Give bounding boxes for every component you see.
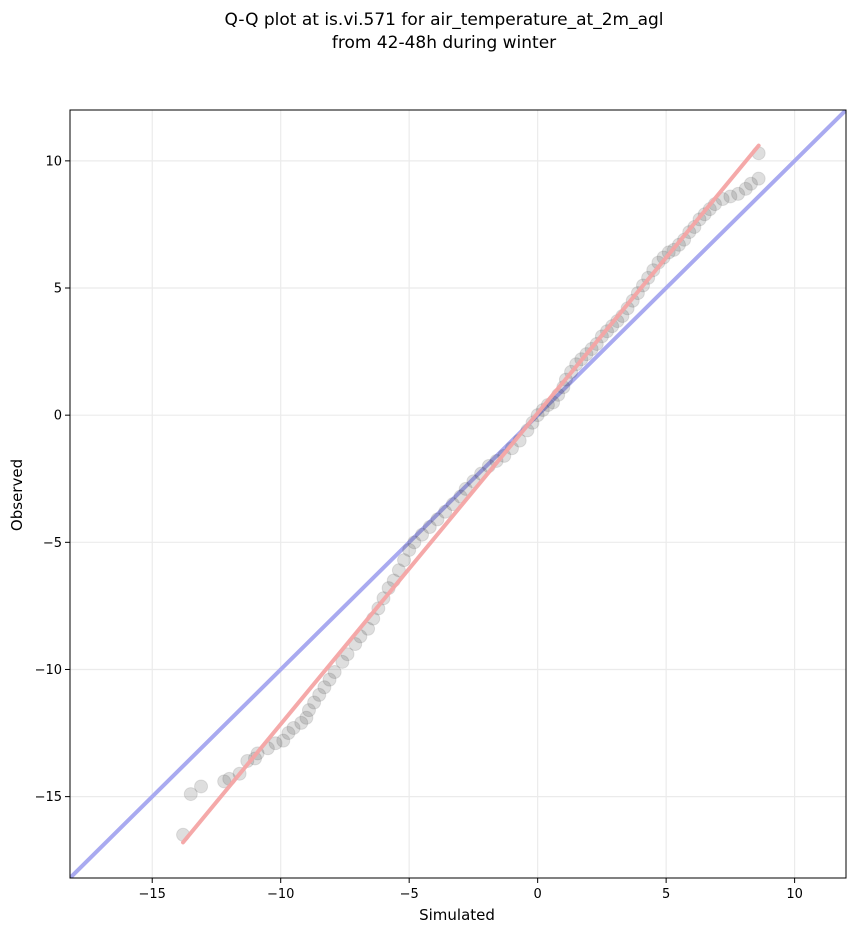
quantile-point [751,171,766,186]
y-axis-label: Observed [8,459,26,531]
quantile-point [327,665,342,680]
x-tick-label: −15 [139,887,166,902]
quantile-point [397,553,412,568]
x-tick-label: 0 [534,887,542,902]
quantile-point [301,703,316,718]
quantile-point [276,733,291,748]
quantile-point [317,680,332,695]
quantile-point [335,654,350,669]
reference-line [70,110,846,878]
quantile-point [723,189,738,204]
y-axis: −15 −10 −5 0 5 10 [35,154,70,805]
x-tick-label: −10 [267,887,294,902]
quantile-point [307,695,322,710]
quantile-point [217,774,232,789]
quantile-point [322,672,337,687]
quantile-point [268,736,283,751]
quantile-point [407,535,422,550]
x-tick-label: 5 [662,887,670,902]
y-tick-label: −5 [43,536,62,551]
x-axis: −15 −10 −5 0 5 10 [139,878,803,902]
y-tick-label: 10 [45,154,62,169]
quantile-point [743,176,758,191]
quantile-point [312,687,327,702]
x-tick-label: −5 [400,887,419,902]
y-tick-label: −15 [35,790,62,805]
quantile-point [738,181,753,196]
reference-line-layer [70,110,846,878]
chart-title-line-1: Q-Q plot at is.vi.571 for air_temperatur… [224,10,663,30]
plot-frame [69,109,847,879]
quantile-point [402,542,417,557]
quantile-point [183,787,198,802]
quantile-point [430,512,445,527]
quantile-point [194,779,209,794]
quantile-point [445,497,460,512]
quantile-point [286,720,301,735]
y-tick-label: −10 [35,663,62,678]
fit-line [181,143,761,845]
quantile-point [731,186,746,201]
y-tick-label: 0 [54,409,62,424]
chart-title-line-2: from 42-48h during winter [332,33,556,53]
x-axis-label: Simulated [419,906,495,924]
quantile-point [415,527,430,542]
quantile-point [294,715,309,730]
quantile-point [422,520,437,535]
quantile-point [438,504,453,519]
quantile-point [281,726,296,741]
y-tick-label: 5 [54,282,62,297]
fit-line-layer [181,143,761,845]
quantile-point [299,710,314,725]
grid [70,110,846,878]
x-tick-label: 10 [786,887,803,902]
quantile-point [458,481,473,496]
